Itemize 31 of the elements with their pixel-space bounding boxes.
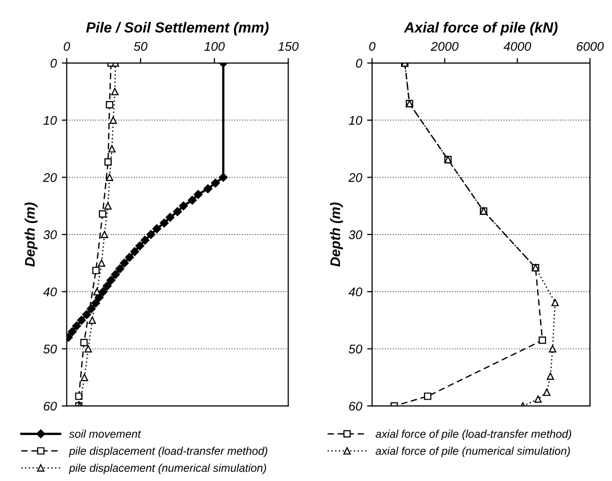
chart-title: Axial force of pile (kN): [404, 22, 558, 36]
legend-label: axial force of pile (load-transfer method): [376, 430, 572, 440]
legend-label: pile displacement (load-transfer method): [68, 446, 268, 458]
y-tick-label: 50: [43, 344, 57, 354]
x-tick-label: 2000: [430, 42, 459, 51]
y-tick-label: 10: [43, 116, 57, 125]
x-tick-label: 100: [204, 42, 225, 51]
x-tick-label: 150: [278, 42, 299, 51]
y-tick-label: 20: [348, 173, 362, 182]
y-tick-label: 30: [43, 230, 57, 240]
y-tick-label: 10: [348, 116, 362, 125]
y-tick-label: 60: [349, 402, 362, 411]
legend-label: axial force of pile (numerical simulation): [376, 446, 570, 458]
y-tick-label: 50: [348, 344, 362, 354]
y-tick-label: 40: [43, 287, 57, 296]
y-axis-title: Depth (m): [24, 202, 38, 267]
x-tick-label: 0: [64, 42, 70, 51]
legend-label: pile displacement (numerical simulation): [68, 464, 266, 474]
x-tick-label: 50: [134, 42, 148, 51]
y-tick-label: 0: [356, 58, 362, 68]
y-tick-label: 20: [43, 173, 57, 182]
y-tick-label: 60: [44, 402, 57, 411]
legend-label: soil movement: [69, 430, 142, 438]
x-tick-label: 0: [369, 42, 376, 51]
y-axis-title: Depth (m): [330, 202, 343, 267]
y-tick-label: 40: [348, 287, 362, 296]
y-tick-label: 30: [348, 230, 362, 240]
y-tick-label: 0: [50, 58, 57, 68]
x-tick-label: 6000: [576, 42, 604, 51]
chart-title: Pile / Soil Settlement (mm): [86, 22, 269, 36]
x-tick-label: 4000: [504, 42, 532, 51]
